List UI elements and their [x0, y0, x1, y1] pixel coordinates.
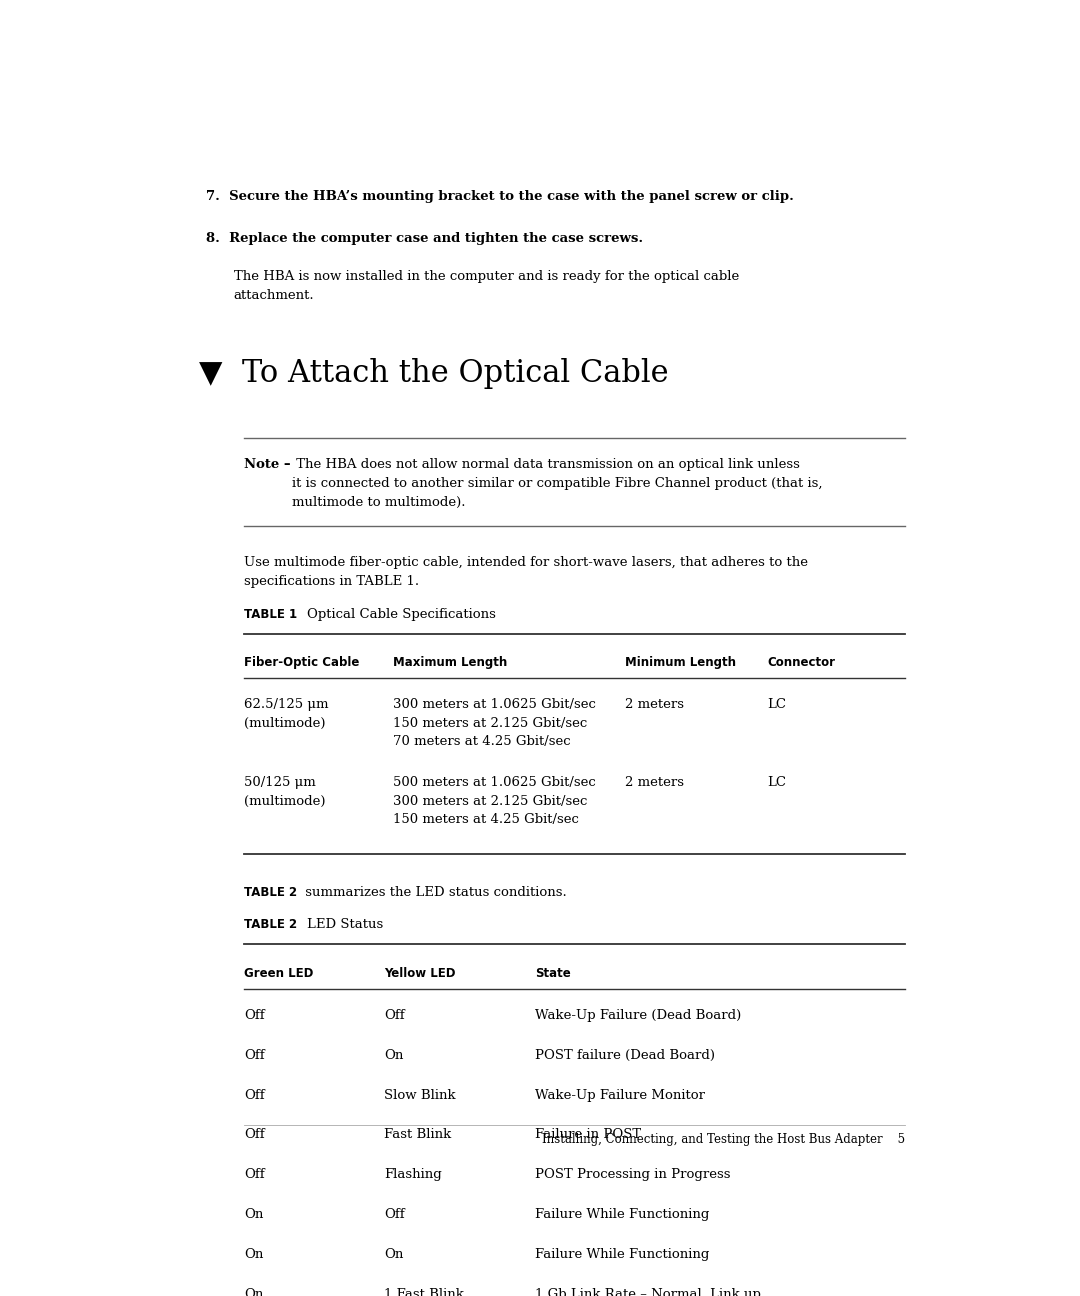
Text: The HBA is now installed in the computer and is ready for the optical cable
atta: The HBA is now installed in the computer… [233, 271, 739, 302]
Text: Connector: Connector [767, 657, 835, 670]
Text: Optical Cable Specifications: Optical Cable Specifications [307, 608, 496, 621]
Text: Failure While Functioning: Failure While Functioning [535, 1208, 710, 1221]
Text: Green LED: Green LED [244, 967, 313, 980]
Text: 7.  Secure the HBA’s mounting bracket to the case with the panel screw or clip.: 7. Secure the HBA’s mounting bracket to … [206, 191, 794, 203]
Text: Off: Off [384, 1208, 405, 1221]
Text: Use multimode fiber-optic cable, intended for short-wave lasers, that adheres to: Use multimode fiber-optic cable, intende… [244, 556, 808, 587]
Text: LC: LC [767, 699, 786, 712]
Text: TABLE 2: TABLE 2 [244, 886, 297, 899]
Text: Off: Off [244, 1048, 265, 1061]
Text: Maximum Length: Maximum Length [393, 657, 507, 670]
Text: summarizes the LED status conditions.: summarizes the LED status conditions. [300, 886, 567, 899]
Text: Yellow LED: Yellow LED [384, 967, 456, 980]
Text: The HBA does not allow normal data transmission on an optical link unless
it is : The HBA does not allow normal data trans… [293, 457, 823, 509]
Text: Off: Off [244, 1129, 265, 1142]
Text: 50/125 μm
(multimode): 50/125 μm (multimode) [244, 776, 325, 807]
Text: Off: Off [244, 1089, 265, 1102]
Text: Note –: Note – [244, 457, 291, 470]
Text: Flashing: Flashing [384, 1169, 442, 1182]
Text: LC: LC [767, 776, 786, 789]
Text: 300 meters at 1.0625 Gbit/sec
150 meters at 2.125 Gbit/sec
70 meters at 4.25 Gbi: 300 meters at 1.0625 Gbit/sec 150 meters… [393, 699, 596, 748]
Text: Minimum Length: Minimum Length [624, 657, 735, 670]
Text: Off: Off [244, 1008, 265, 1021]
Text: Fiber-Optic Cable: Fiber-Optic Cable [244, 657, 360, 670]
Text: 1 Gb Link Rate – Normal, Link up: 1 Gb Link Rate – Normal, Link up [535, 1288, 761, 1296]
Text: Failure in POST: Failure in POST [535, 1129, 642, 1142]
Text: LED Status: LED Status [307, 918, 382, 931]
Text: Off: Off [384, 1008, 405, 1021]
Text: On: On [384, 1248, 404, 1261]
Text: Wake-Up Failure (Dead Board): Wake-Up Failure (Dead Board) [535, 1008, 741, 1021]
Text: On: On [244, 1248, 264, 1261]
Text: 1 Fast Blink: 1 Fast Blink [384, 1288, 464, 1296]
Text: TABLE 2: TABLE 2 [244, 918, 297, 931]
Text: Wake-Up Failure Monitor: Wake-Up Failure Monitor [535, 1089, 705, 1102]
Text: State: State [535, 967, 571, 980]
Text: POST failure (Dead Board): POST failure (Dead Board) [535, 1048, 715, 1061]
Text: On: On [244, 1288, 264, 1296]
Text: Failure While Functioning: Failure While Functioning [535, 1248, 710, 1261]
Text: ▼  To Attach the Optical Cable: ▼ To Attach the Optical Cable [200, 358, 670, 389]
Text: Off: Off [244, 1169, 265, 1182]
Text: Fast Blink: Fast Blink [384, 1129, 451, 1142]
Text: 2 meters: 2 meters [624, 776, 684, 789]
Text: 62.5/125 μm
(multimode): 62.5/125 μm (multimode) [244, 699, 328, 730]
Text: 8.  Replace the computer case and tighten the case screws.: 8. Replace the computer case and tighten… [206, 232, 644, 245]
Text: Installing, Connecting, and Testing the Host Bus Adapter    5: Installing, Connecting, and Testing the … [542, 1134, 905, 1147]
Text: On: On [244, 1208, 264, 1221]
Text: 500 meters at 1.0625 Gbit/sec
300 meters at 2.125 Gbit/sec
150 meters at 4.25 Gb: 500 meters at 1.0625 Gbit/sec 300 meters… [393, 776, 595, 827]
Text: POST Processing in Progress: POST Processing in Progress [535, 1169, 730, 1182]
Text: 2 meters: 2 meters [624, 699, 684, 712]
Text: On: On [384, 1048, 404, 1061]
Text: TABLE 1: TABLE 1 [244, 608, 297, 621]
Text: Slow Blink: Slow Blink [384, 1089, 456, 1102]
